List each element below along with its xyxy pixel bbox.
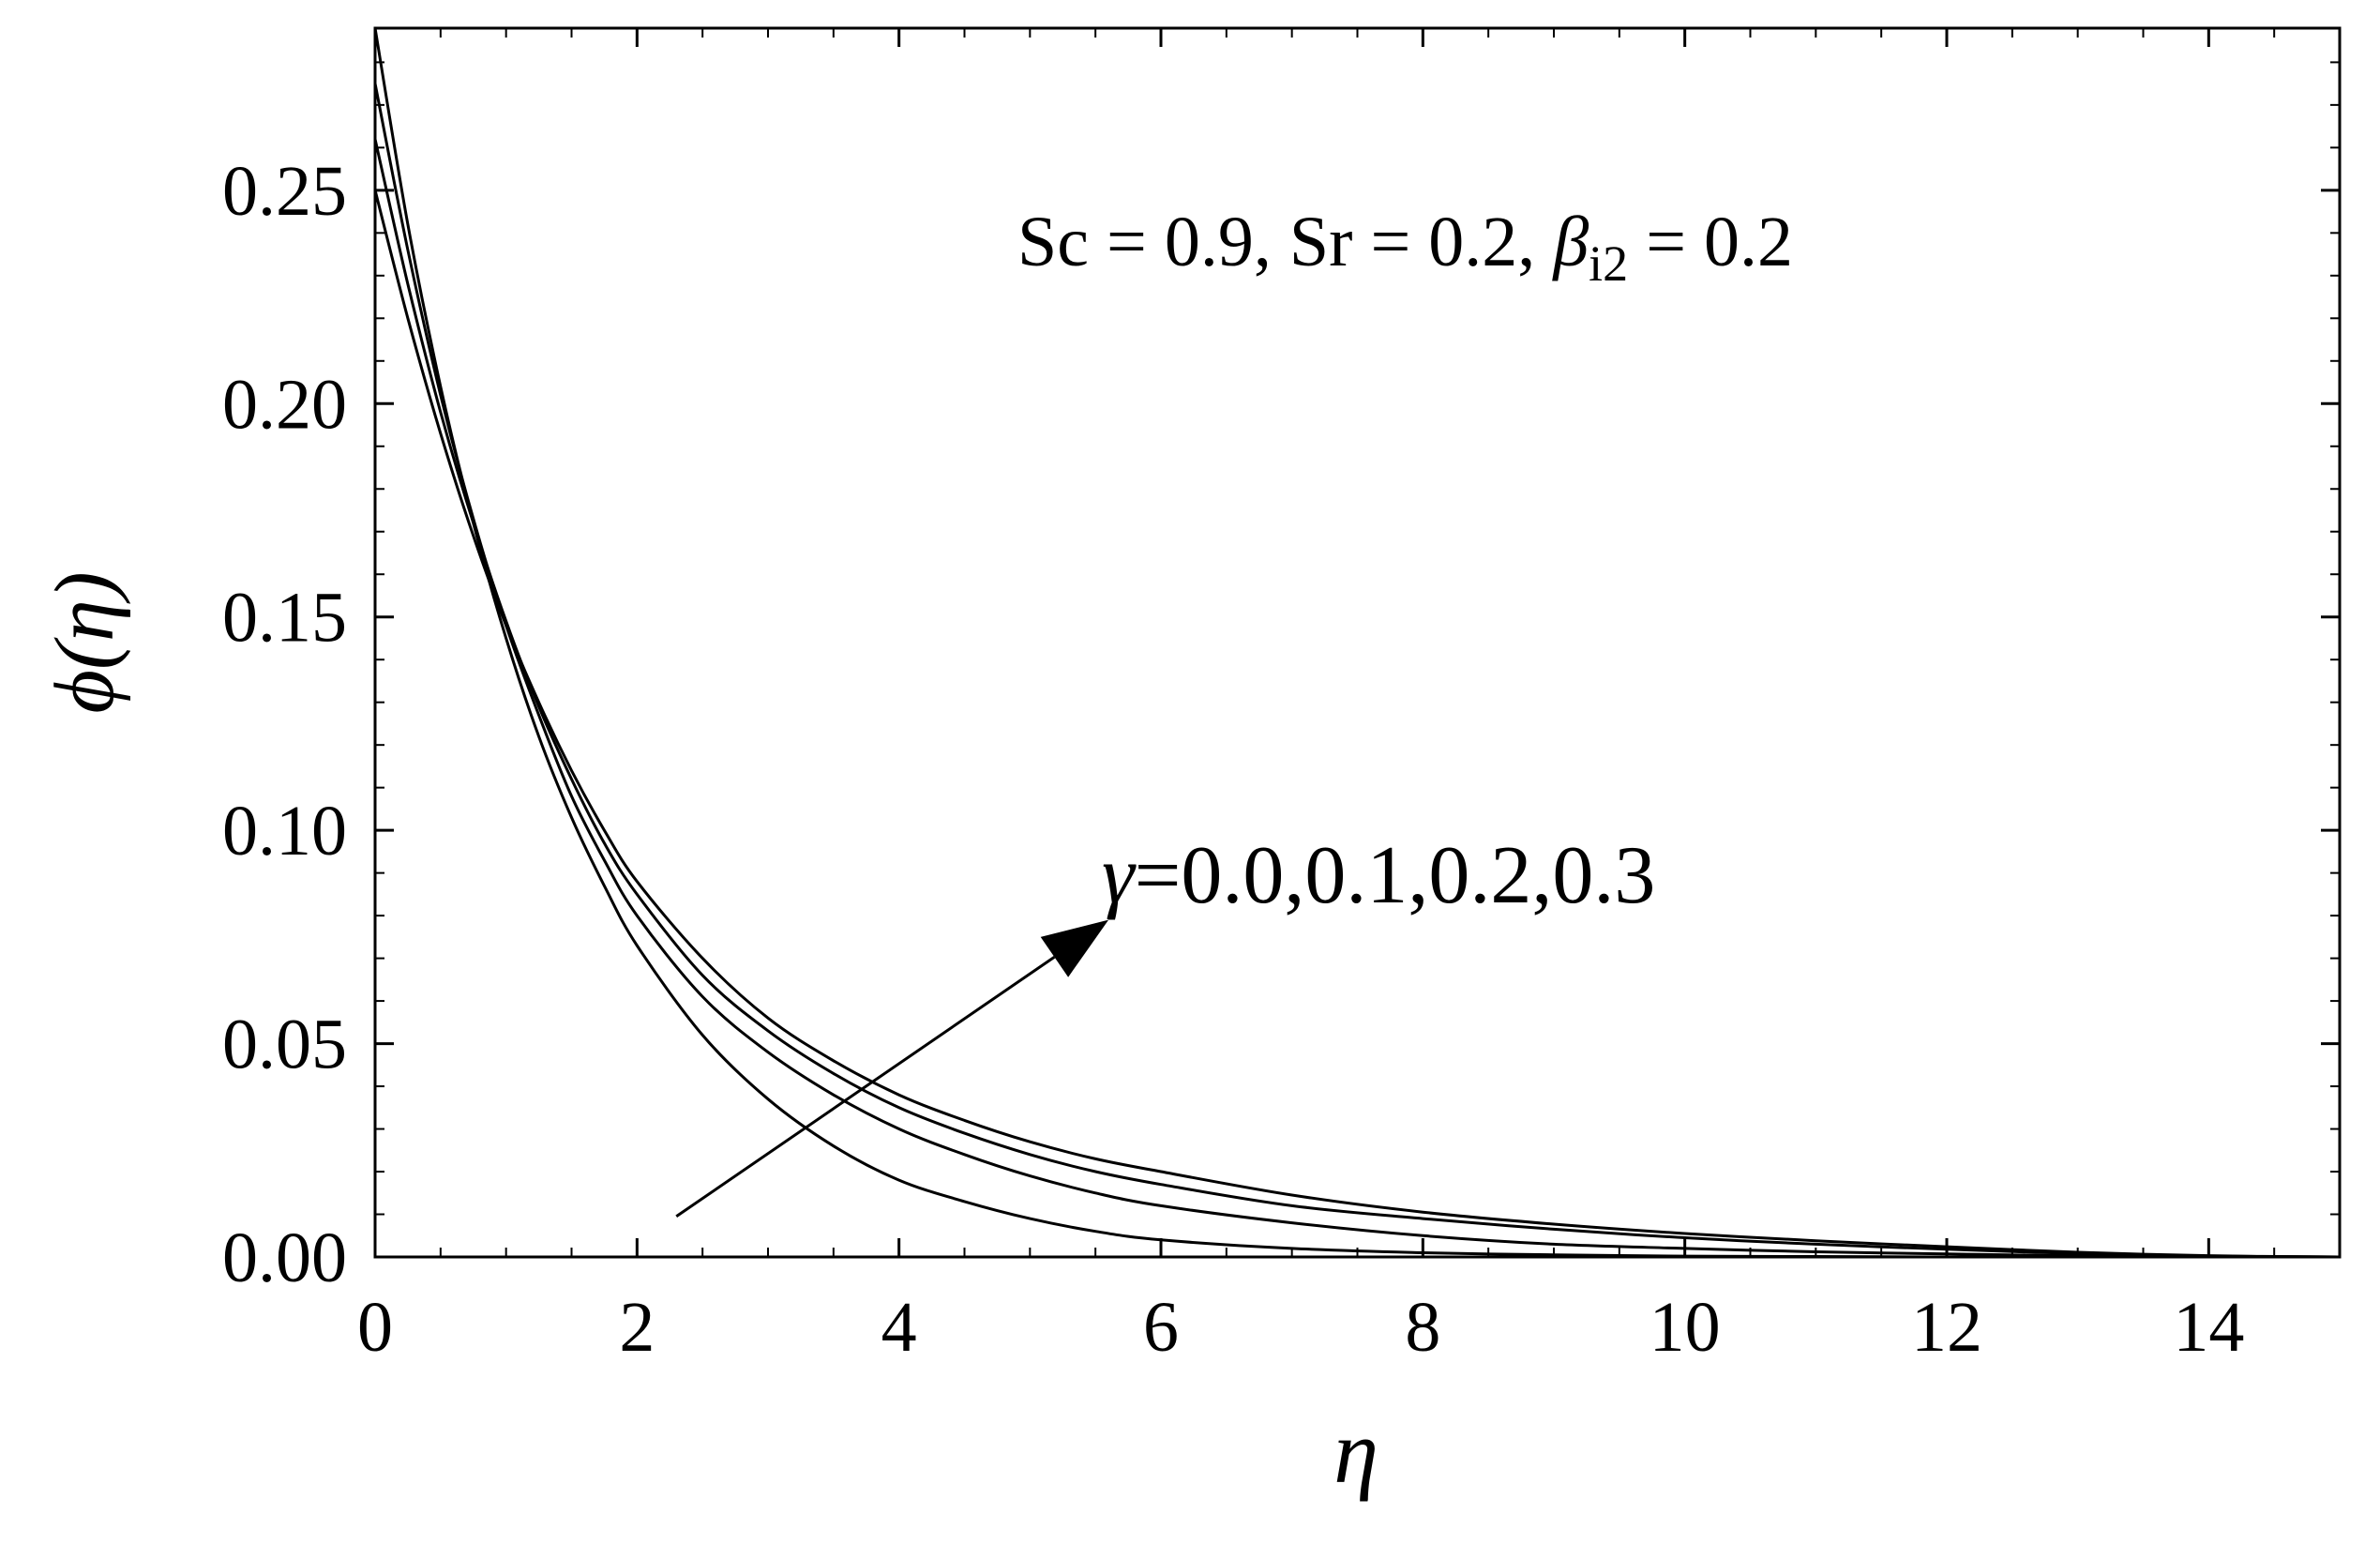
- plot-frame: [373, 26, 2342, 1259]
- y-tick-label: 0.20: [222, 365, 347, 444]
- params-sc-text: Sc = 0.9, Sr = 0.2,: [1017, 203, 1553, 281]
- series-line-3: [373, 189, 2341, 1259]
- y-tick-labels: 0.00 0.05 0.10 0.15 0.20 0.25: [222, 152, 347, 1297]
- params-beta-value: = 0.2: [1628, 203, 1793, 281]
- x-tick-labels: 0 2 4 6 8 10 12 14: [357, 1288, 2244, 1367]
- gamma-values: =0.0,0.1,0.2,0.3: [1135, 830, 1656, 921]
- y-tick-label: 0.25: [222, 152, 347, 231]
- params-beta-symbol: β: [1551, 203, 1589, 281]
- annotation-arrow-head: [1040, 919, 1109, 977]
- y-tick-label: 0.00: [222, 1219, 347, 1297]
- gamma-symbol: γ: [1102, 830, 1137, 921]
- params-beta-subscript: i2: [1589, 235, 1628, 292]
- x-tick-label: 14: [2173, 1288, 2244, 1367]
- y-tick-label: 0.10: [222, 792, 347, 870]
- y-axis-label: ϕ(η): [38, 571, 131, 713]
- x-tick-label: 6: [1143, 1288, 1179, 1367]
- x-axis-label: η: [1333, 1401, 1378, 1502]
- params-annotation: Sc = 0.9, Sr = 0.2, βi2 = 0.2: [1017, 203, 1793, 292]
- x-tick-label: 10: [1649, 1288, 1721, 1367]
- x-tick-label: 8: [1405, 1288, 1440, 1367]
- y-tick-label: 0.05: [222, 1006, 347, 1084]
- series-line-2: [373, 138, 2341, 1259]
- annotation-arrow: [675, 956, 1056, 1219]
- x-tick-label: 0: [357, 1288, 393, 1367]
- x-tick-label: 2: [619, 1288, 655, 1367]
- y-tick-label: 0.15: [222, 579, 347, 658]
- x-tick-label: 4: [881, 1288, 917, 1367]
- gamma-annotation: γ=0.0,0.1,0.2,0.3: [1102, 830, 1655, 921]
- x-tick-label: 12: [1911, 1288, 1982, 1367]
